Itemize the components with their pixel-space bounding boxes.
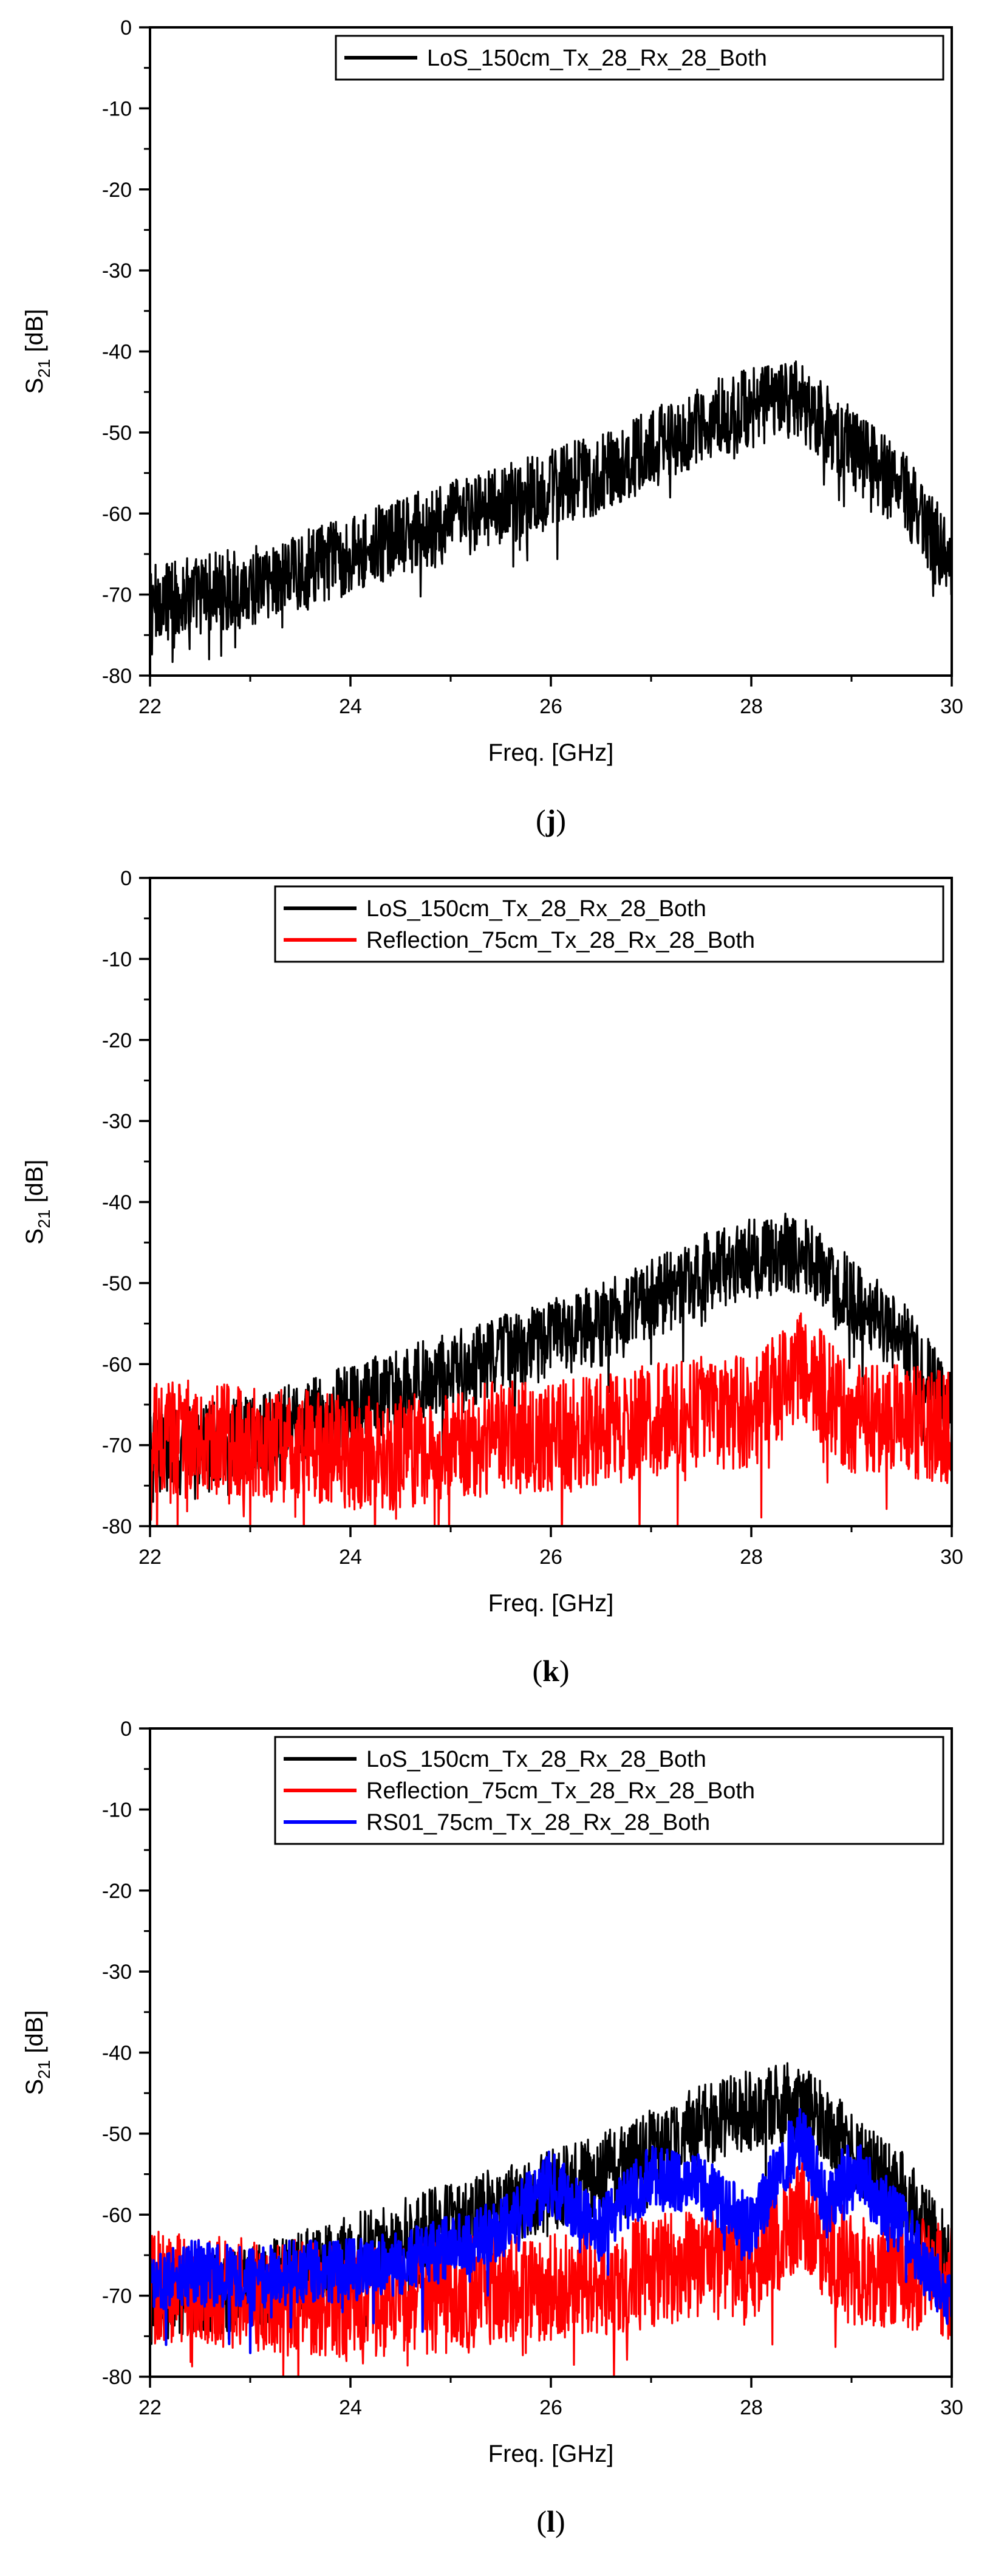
panel-caption-letter: k [542,1654,559,1688]
panel-caption: (k) [532,1654,569,1688]
panel-caption-letter: j [545,803,556,837]
legend-box [274,885,944,963]
chart-panel-j: 0 -10 -20 -30 -40 -50 -60 -70 -80 22 24 26 28 30 Freq.… [21,16,963,837]
panel-caption: (l) [536,2504,565,2538]
y-tick-label: 0 [120,16,132,39]
x-axis-label: Freq. [GHz] [488,739,614,766]
x-tick-label: 22 [138,2396,162,2419]
x-tick-label: 24 [339,2396,362,2419]
y-axis-label-sub: 21 [35,2060,53,2079]
y-tick-label: -70 [102,584,132,607]
y-axis-label-main: S [21,378,48,394]
x-tick-label: 22 [138,695,162,718]
y-axis-label-main: S [21,1228,48,1245]
y-tick-label: 0 [120,1718,132,1741]
y-axis-label-sub: 21 [35,1210,53,1228]
y-tick-label: 0 [120,867,132,890]
y-tick-label: -50 [102,2123,132,2146]
x-tick-label: 24 [339,695,362,718]
x-axis-label: Freq. [GHz] [488,1590,614,1617]
y-tick-label: -30 [102,259,132,283]
y-tick-label: -70 [102,1434,132,1458]
y-axis-label-sub: 21 [35,359,53,378]
y-tick-label: -20 [102,179,132,202]
y-axis-label-main: S [21,2079,48,2095]
panel-caption: (j) [536,803,566,837]
x-tick-label: 28 [740,1546,763,1569]
series-line-0 [150,360,952,663]
x-axis-label: Freq. [GHz] [488,2441,614,2467]
y-tick-label: -40 [102,1191,132,1214]
legend-label: LoS_150cm_Tx_28_Rx_28_Both [427,46,767,71]
x-tick-label: 28 [740,2396,763,2419]
legend-label: LoS_150cm_Tx_28_Rx_28_Both [366,1747,706,1772]
x-tick-label: 28 [740,695,763,718]
y-tick-label: -80 [102,1515,132,1538]
series-line-1 [150,1312,952,1526]
series-group [150,2062,952,2377]
legend-label: LoS_150cm_Tx_28_Rx_28_Both [366,896,706,922]
y-tick-label: -70 [102,2285,132,2308]
y-tick-label: -20 [102,1880,132,1903]
series-group [150,360,952,663]
legend-label: Reflection_75cm_Tx_28_Rx_28_Both [366,928,755,953]
y-tick-label: -20 [102,1029,132,1052]
legend-box [274,1736,944,1845]
y-tick-label: -50 [102,422,132,445]
y-tick-label: -10 [102,948,132,971]
y-axis-label-unit: [dB] [21,1159,48,1209]
y-axis-label: S21 [dB] [21,1159,53,1244]
legend-label: RS01_75cm_Tx_28_Rx_28_Both [366,1810,710,1835]
series-line-2 [150,2108,952,2354]
y-tick-label: -60 [102,2204,132,2227]
y-tick-label: -80 [102,2366,132,2389]
x-tick-label: 26 [539,2396,562,2419]
legend-label: Reflection_75cm_Tx_28_Rx_28_Both [366,1778,755,1804]
y-tick-label: -60 [102,502,132,526]
chart-panel-k: 0 -10 -20 -30 -40 -50 -60 -70 -80 22 24 26 28 30 Freq.… [21,867,963,1688]
x-tick-label: 30 [940,1546,963,1569]
y-tick-label: -10 [102,97,132,120]
y-axis-label: S21 [dB] [21,309,53,394]
y-tick-label: -40 [102,341,132,364]
x-tick-label: 22 [138,1546,162,1569]
y-axis-label-unit: [dB] [21,2010,48,2060]
y-tick-label: -40 [102,2042,132,2065]
x-tick-label: 26 [539,1546,562,1569]
x-tick-label: 24 [339,1546,362,1569]
y-tick-label: -80 [102,665,132,688]
series-line-0 [150,1212,952,1503]
x-tick-label: 30 [940,2396,963,2419]
y-axis-label: S21 [dB] [21,2010,53,2095]
y-tick-label: -10 [102,1798,132,1821]
series-group [150,1212,952,1526]
y-tick-label: -60 [102,1353,132,1376]
panel-caption-letter: l [547,2504,555,2538]
chart-panel-l: 0 -10 -20 -30 -40 -50 -60 -70 -80 22 24 26 28 30 Freq.… [21,1718,963,2538]
x-tick-label: 26 [539,695,562,718]
legend-box [335,35,944,81]
y-tick-label: -50 [102,1272,132,1295]
x-tick-label: 30 [940,695,963,718]
y-axis-label-unit: [dB] [21,309,48,358]
series-line-1 [150,2160,952,2377]
y-tick-label: -30 [102,1961,132,1984]
y-tick-label: -30 [102,1110,132,1133]
